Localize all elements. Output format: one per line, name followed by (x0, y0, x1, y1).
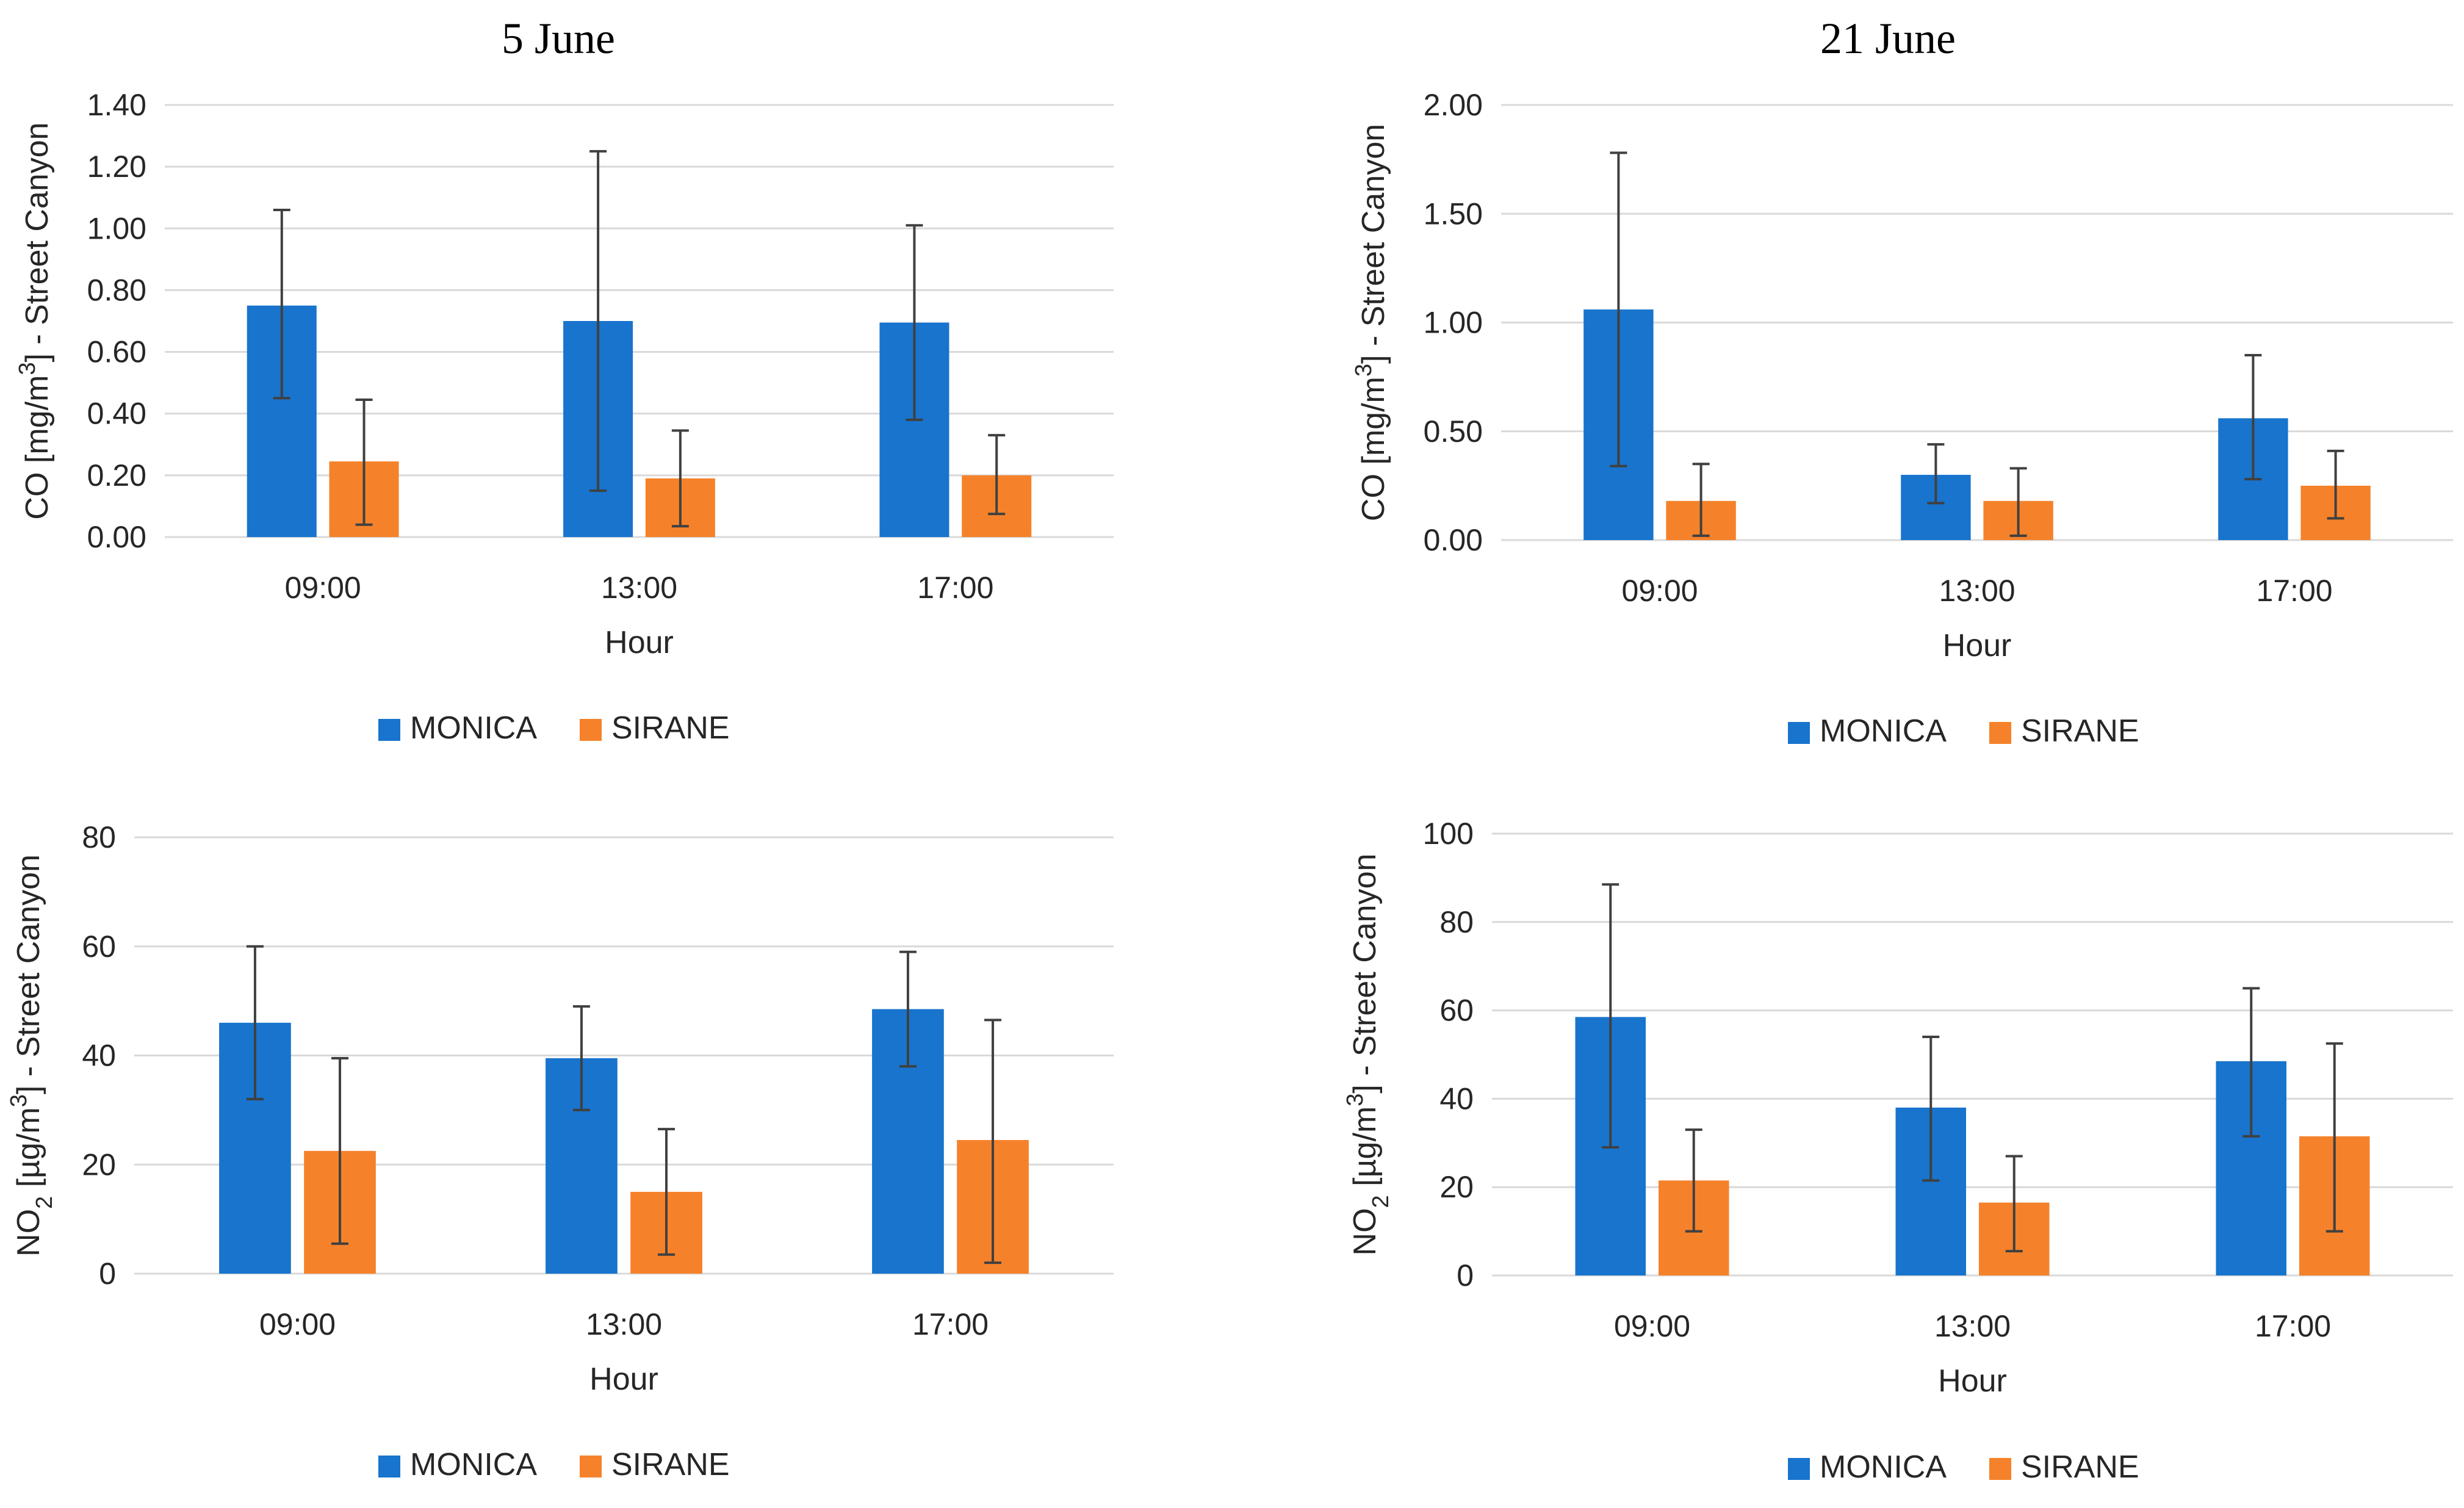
y-axis-title: CO [mg/m3] - Street Canyon (1351, 124, 1391, 521)
x-tick-label: 13:00 (1934, 1309, 2011, 1343)
y-tick-label: 1.20 (87, 150, 146, 184)
y-axis-title: CO [mg/m3] - Street Canyon (15, 122, 55, 519)
legend: MONICA SIRANE (1788, 713, 2139, 749)
legend-label-monica: MONICA (1820, 713, 1947, 749)
y-tick-label: 40 (82, 1039, 116, 1073)
y-tick-label: 0 (1457, 1258, 1474, 1293)
y-tick-label: 80 (82, 820, 116, 854)
legend-label-sirane: SIRANE (2021, 713, 2139, 749)
legend-swatch-monica (1788, 1458, 1810, 1480)
legend-label-sirane: SIRANE (611, 710, 730, 746)
legend-label-monica: MONICA (410, 710, 537, 746)
legend-swatch-monica (1788, 722, 1810, 744)
y-tick-label: 20 (1439, 1170, 1474, 1204)
y-tick-label: 100 (1423, 817, 1474, 851)
legend-swatch-sirane (1989, 722, 2011, 744)
x-tick-label: 17:00 (917, 571, 993, 605)
y-tick-label: 60 (1439, 994, 1474, 1028)
chart-co-21-june: 0.00 0.50 1.00 1.50 2.00 09:00 13:00 17:00 Hour C… (1351, 88, 2453, 749)
x-axis-title: Hour (1943, 628, 2012, 663)
y-axis-title: NO2 [µg/m3] - Street Canyon (1342, 854, 1394, 1256)
x-tick-label: 17:00 (2255, 1309, 2331, 1343)
y-tick-label: 0.00 (1424, 523, 1483, 557)
x-tick-label: 09:00 (259, 1307, 336, 1341)
x-axis-title: Hour (589, 1362, 658, 1397)
x-tick-label: 09:00 (1621, 574, 1698, 608)
y-tick-label: 0 (99, 1257, 116, 1291)
y-tick-label: 0.60 (87, 335, 146, 369)
y-tick-label: 1.00 (87, 211, 146, 245)
x-tick-label: 09:00 (1614, 1309, 1690, 1343)
y-tick-label: 40 (1439, 1081, 1474, 1116)
legend-swatch-monica (378, 719, 400, 741)
y-tick-label: 20 (82, 1147, 116, 1182)
y-tick-label: 60 (82, 929, 116, 964)
x-tick-label: 09:00 (285, 571, 361, 605)
x-tick-label: 17:00 (2256, 574, 2332, 608)
y-tick-label: 1.40 (87, 88, 146, 122)
legend-swatch-monica (378, 1456, 400, 1477)
legend: MONICA SIRANE (1788, 1449, 2139, 1485)
legend-swatch-sirane (1989, 1458, 2011, 1480)
x-tick-label: 13:00 (601, 571, 677, 605)
title-5-june: 5 June (502, 14, 615, 63)
legend-swatch-sirane (580, 1456, 602, 1477)
y-tick-label: 2.00 (1424, 88, 1483, 122)
y-tick-label: 0.00 (87, 520, 146, 554)
legend-label-sirane: SIRANE (2021, 1449, 2139, 1485)
legend: MONICA SIRANE (378, 1447, 730, 1482)
chart-co-5-june: 0.00 0.20 0.40 0.60 0.80 1.00 1.20 1.40 09:00 13:… (15, 88, 1114, 746)
x-tick-label: 17:00 (912, 1307, 989, 1341)
chart-no2-21-june: 0 20 40 60 80 100 09:00 13:00 17:00 Hour NO2 [µg/m… (1342, 817, 2453, 1485)
y-axis-title: NO2 [µg/m3] - Street Canyon (6, 854, 57, 1257)
y-tick-label: 0.20 (87, 458, 146, 492)
legend: MONICA SIRANE (378, 710, 730, 746)
y-tick-label: 80 (1439, 905, 1474, 939)
x-axis-title: Hour (605, 625, 674, 660)
x-tick-label: 13:00 (1939, 574, 2015, 608)
y-tick-label: 1.50 (1424, 197, 1483, 231)
x-tick-label: 13:00 (586, 1307, 662, 1341)
y-tick-label: 0.80 (87, 273, 146, 307)
chart-no2-5-june: 0 20 40 60 80 09:00 13:00 17:00 Hour NO2 [µg/m3] … (6, 820, 1114, 1482)
legend-label-sirane: SIRANE (611, 1447, 730, 1482)
legend-label-monica: MONICA (1820, 1449, 1947, 1485)
y-tick-label: 0.40 (87, 397, 146, 431)
x-axis-title: Hour (1938, 1363, 2007, 1399)
legend-swatch-sirane (580, 719, 602, 741)
y-tick-label: 1.00 (1424, 306, 1483, 340)
y-tick-label: 0.50 (1424, 414, 1483, 449)
legend-label-monica: MONICA (410, 1447, 537, 1482)
title-21-june: 21 June (1820, 14, 1956, 63)
